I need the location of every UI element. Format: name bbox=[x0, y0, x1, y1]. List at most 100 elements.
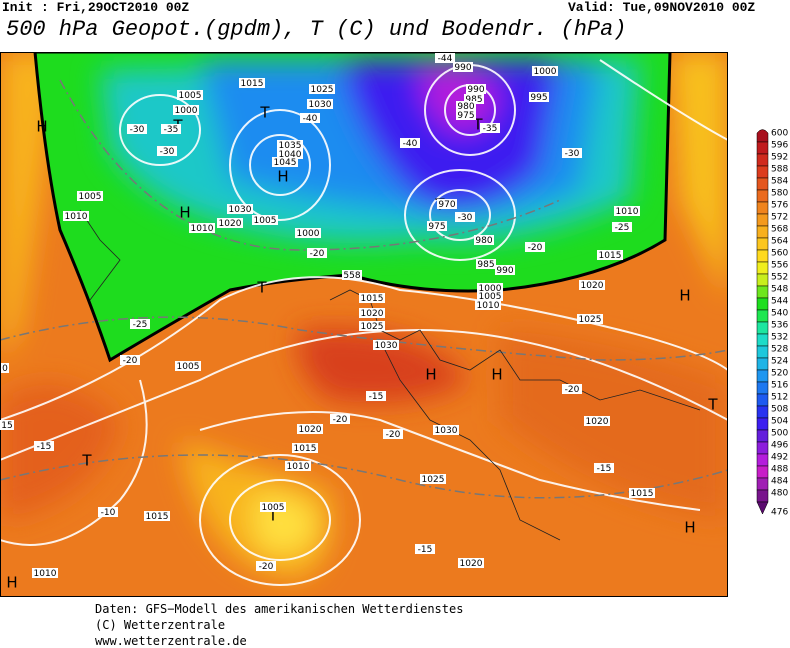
isoline-label: 1010 bbox=[287, 462, 310, 472]
isoline-label: 990 bbox=[467, 85, 484, 95]
isoline-label: 1015 bbox=[241, 79, 264, 89]
label-box bbox=[476, 259, 496, 269]
label-box bbox=[330, 414, 350, 424]
label-box bbox=[562, 148, 582, 158]
footer-line: www.wetterzentrale.de bbox=[95, 634, 247, 648]
colorbar-cell bbox=[756, 285, 769, 299]
colorbar-label: 500 bbox=[771, 429, 788, 439]
colorbar-label: 476 bbox=[771, 508, 788, 518]
label-box bbox=[227, 204, 253, 214]
isoline-label: 1015 bbox=[294, 444, 317, 454]
label-box bbox=[77, 191, 103, 201]
label-box bbox=[307, 99, 333, 109]
isoline-label: -44 bbox=[438, 54, 453, 64]
colorbar-label: 560 bbox=[771, 249, 788, 259]
colorbar-cell bbox=[756, 465, 769, 479]
label-box bbox=[309, 84, 335, 94]
colorbar-cell bbox=[756, 333, 769, 347]
colorbar-label: 520 bbox=[771, 369, 788, 379]
isoline-label: 1020 bbox=[581, 281, 604, 291]
label-box bbox=[359, 321, 385, 331]
colorbar-cell bbox=[756, 369, 769, 383]
colorbar-label: 584 bbox=[771, 177, 788, 187]
label-box bbox=[175, 361, 201, 371]
label-box bbox=[584, 416, 610, 426]
label-box bbox=[366, 391, 386, 401]
label-box bbox=[130, 319, 150, 329]
pressure-center: T bbox=[472, 116, 483, 134]
isoline-label: 990 bbox=[496, 266, 513, 276]
label-box bbox=[32, 568, 58, 578]
colorbar-cell bbox=[756, 345, 769, 359]
colorbar-label: 592 bbox=[771, 153, 788, 163]
map-labels: HTHTHTHHHTTTHHTT101510051000-35-30-30100… bbox=[0, 53, 718, 592]
isoline-label: 1030 bbox=[435, 426, 458, 436]
colorbar-cell bbox=[756, 237, 769, 251]
isoline-label: -30 bbox=[565, 149, 580, 159]
colorbar-cell bbox=[756, 261, 769, 275]
colorbar-cell bbox=[756, 393, 769, 407]
label-box bbox=[189, 223, 215, 233]
isoline-label: -20 bbox=[528, 243, 543, 253]
label-box bbox=[474, 235, 494, 245]
colorbar-cell bbox=[756, 489, 769, 503]
isoline-label: 1025 bbox=[579, 315, 602, 325]
label-box bbox=[597, 250, 623, 260]
isoline-label: -40 bbox=[303, 114, 318, 124]
label-box bbox=[614, 206, 640, 216]
isoline-label: -15 bbox=[597, 464, 612, 474]
isoline-label: -35 bbox=[483, 124, 498, 134]
isoline-label: 1010 bbox=[477, 301, 500, 311]
colorbar-cell bbox=[756, 429, 769, 443]
label-box bbox=[292, 443, 318, 453]
colorbar-cell bbox=[756, 129, 769, 143]
label-box bbox=[285, 461, 311, 471]
colorbar-label: 532 bbox=[771, 333, 788, 343]
pressure-center: T bbox=[259, 104, 270, 122]
label-box bbox=[34, 441, 54, 451]
label-box bbox=[297, 424, 323, 434]
isoline-label: 1000 bbox=[479, 284, 502, 294]
colorbar-cell bbox=[756, 501, 769, 515]
isoline-label: 985 bbox=[477, 260, 494, 270]
pressure-center: T bbox=[81, 452, 92, 470]
colorbar-label: 540 bbox=[771, 309, 788, 319]
label-box bbox=[1, 363, 9, 373]
colorbar-label: 508 bbox=[771, 405, 788, 415]
colorbar-label: 480 bbox=[771, 489, 788, 499]
colorbar-label: 576 bbox=[771, 201, 788, 211]
map-frame bbox=[0, 52, 728, 597]
pressure-center: H bbox=[679, 287, 690, 305]
isoline-label: 985 bbox=[465, 95, 482, 105]
colorbar-label: 504 bbox=[771, 417, 788, 427]
label-box bbox=[480, 123, 500, 133]
map-title: 500 hPa Geopot.(gpdm), T (C) und Bodendr… bbox=[6, 17, 627, 42]
colorbar-label: 564 bbox=[771, 237, 788, 247]
isoline-label: 1025 bbox=[361, 322, 384, 332]
colorbar-label: 596 bbox=[771, 141, 788, 151]
isoline-label: -20 bbox=[386, 430, 401, 440]
colorbar-label: 496 bbox=[771, 441, 788, 451]
isoline-label: -20 bbox=[310, 249, 325, 259]
label-box bbox=[277, 149, 303, 159]
label-box bbox=[177, 90, 203, 100]
isoline-label: 1040 bbox=[279, 150, 302, 160]
isoline-label: 1045 bbox=[274, 158, 297, 168]
isoline-label: 995 bbox=[530, 93, 547, 103]
colorbar-label: 556 bbox=[771, 261, 788, 271]
label-box bbox=[120, 355, 140, 365]
isoline-label: 1015 bbox=[146, 512, 169, 522]
colorbar-cell bbox=[756, 441, 769, 455]
label-box bbox=[217, 218, 243, 228]
colorbar-cell bbox=[756, 201, 769, 215]
colorbar-cell bbox=[756, 405, 769, 419]
label-box bbox=[0, 420, 14, 430]
label-box bbox=[359, 308, 385, 318]
colorbar-cell bbox=[756, 477, 769, 491]
label-box bbox=[435, 53, 455, 63]
label-box bbox=[252, 215, 278, 225]
isoline-label: 1020 bbox=[361, 309, 384, 319]
isoline-label: 1015 bbox=[631, 489, 654, 499]
isoline-label: 1005 bbox=[262, 503, 285, 513]
label-box bbox=[529, 92, 549, 102]
